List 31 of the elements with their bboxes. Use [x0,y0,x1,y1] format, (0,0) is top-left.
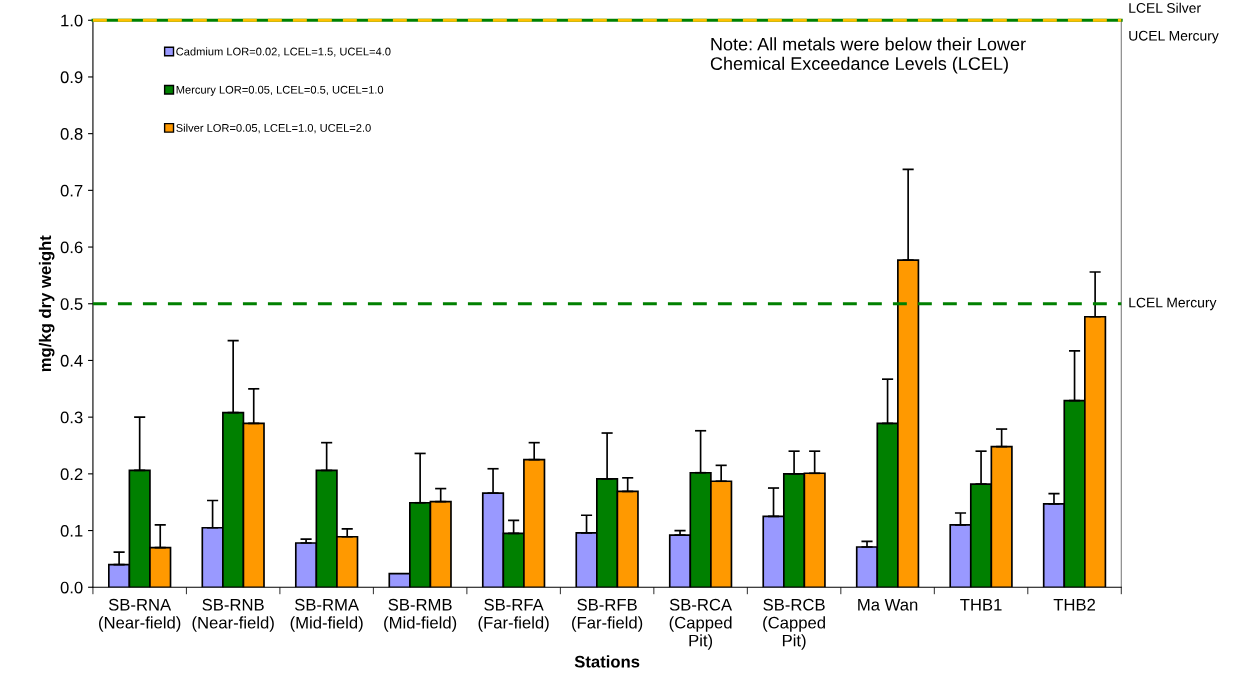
ref-line-label: LCEL Silver [1129,2,1201,13]
x-tick-label: SB-RFB (Far-field) [572,598,643,632]
x-tick-label: THB2 [1053,598,1096,611]
y-tick-label: 0.6 [60,241,83,254]
legend-label: Silver LOR=0.05, LCEL=1.0, UCEL=2.0 [176,123,371,134]
x-axis-title: Stations [574,655,640,668]
y-axis-title: mg/kg dry weight [38,235,55,372]
x-tick-label: SB-RCB (Capped Pit) [763,598,825,650]
y-tick-label: 0.9 [60,71,83,84]
y-tick-label: 0.4 [60,354,83,367]
x-tick-label: THB1 [960,598,1002,611]
x-tick-label: SB-RNB (Near-field) [192,598,274,632]
y-tick-label: 1.0 [61,14,83,27]
y-tick-label: 0.2 [60,468,83,481]
legend-label: Cadmium LOR=0.02, LCEL=1.5, UCEL=4.0 [176,47,391,57]
y-tick-label: 0.8 [60,128,83,140]
x-tick-label: SB-RNA (Near-field) [99,598,181,632]
annotation: Note: All metals were below their Lower Chemical Exceedance Levels (LCEL) [710,37,1026,74]
x-tick-label: SB-RMB (Mid-field) [384,598,457,632]
x-tick-label: SB-RCA (Capped Pit) [669,598,733,650]
y-tick-label: 0.1 [60,524,83,537]
ref-line-label: LCEL Mercury [1129,297,1217,311]
legend-label: Mercury LOR=0.05, LCEL=0.5, UCEL=1.0 [176,85,384,96]
y-tick-label: 0.0 [60,581,83,594]
x-tick-label: SB-RFA (Far-field) [478,598,549,632]
y-tick-label: 0.3 [60,411,83,424]
y-tick-label: 0.5 [60,298,83,310]
x-tick-label: Ma Wan [858,598,918,611]
x-tick-label: SB-RMA (Mid-field) [290,598,363,632]
ref-line-label: UCEL Mercury [1129,30,1219,44]
y-tick-label: 0.7 [60,184,83,197]
